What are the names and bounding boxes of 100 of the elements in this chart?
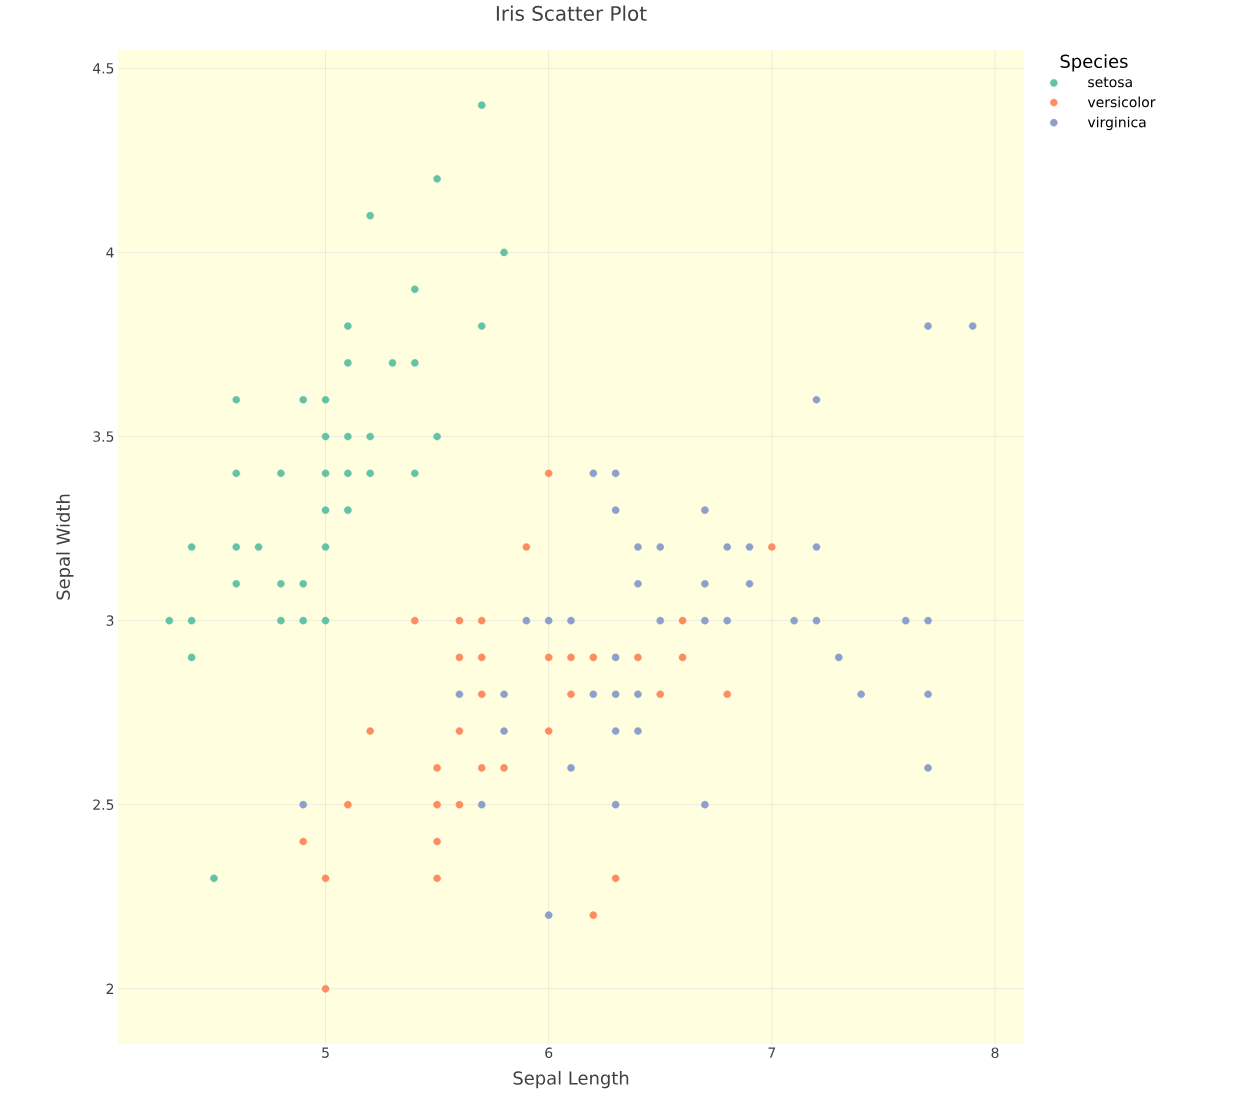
point xyxy=(723,543,732,551)
point xyxy=(388,359,397,367)
point xyxy=(500,248,508,257)
point xyxy=(411,359,419,367)
point xyxy=(433,874,441,883)
y-axis-title: Sepal Width xyxy=(56,494,74,600)
point xyxy=(344,322,352,330)
point xyxy=(411,616,419,625)
point xyxy=(455,690,464,699)
point xyxy=(701,800,709,809)
point xyxy=(232,580,241,588)
point xyxy=(634,543,642,551)
point xyxy=(611,690,620,699)
point xyxy=(611,653,620,662)
point xyxy=(567,616,575,625)
point xyxy=(790,616,798,625)
x-tick-label: 5 xyxy=(322,1047,329,1058)
point xyxy=(611,506,620,514)
point xyxy=(567,764,575,772)
point xyxy=(232,469,241,478)
point xyxy=(299,395,308,404)
point xyxy=(634,690,642,699)
point xyxy=(277,616,285,625)
point xyxy=(835,653,843,662)
point xyxy=(656,690,665,699)
point xyxy=(701,506,709,514)
y-tick-label: 2.5 xyxy=(93,799,114,810)
point xyxy=(187,543,196,551)
point xyxy=(299,616,308,625)
point xyxy=(455,616,464,625)
point xyxy=(924,616,932,625)
point xyxy=(321,543,330,551)
legend-label: versicolor xyxy=(1087,96,1156,108)
point xyxy=(634,653,642,662)
point xyxy=(321,506,330,514)
point xyxy=(812,543,821,551)
point xyxy=(544,616,553,625)
point xyxy=(344,506,352,514)
point xyxy=(656,616,665,625)
point xyxy=(321,469,330,478)
point xyxy=(812,616,821,625)
point xyxy=(344,432,352,441)
point xyxy=(187,616,196,625)
point xyxy=(611,469,620,478)
point xyxy=(678,616,687,625)
point xyxy=(544,469,553,478)
point xyxy=(433,800,441,809)
point xyxy=(812,395,821,404)
legend-label: setosa xyxy=(1088,77,1132,88)
point xyxy=(321,395,330,404)
point xyxy=(455,800,464,809)
point xyxy=(589,653,598,662)
point xyxy=(768,543,776,551)
point xyxy=(232,543,241,551)
point xyxy=(857,690,865,699)
point xyxy=(411,285,419,294)
point xyxy=(500,764,508,772)
point xyxy=(589,690,598,699)
point xyxy=(656,543,665,551)
point xyxy=(901,616,910,625)
point xyxy=(187,653,196,662)
point xyxy=(477,764,486,772)
point xyxy=(344,800,352,809)
point xyxy=(366,727,374,735)
point xyxy=(210,874,218,883)
y-tick-label: 3.5 xyxy=(93,431,114,442)
point xyxy=(924,690,932,699)
point xyxy=(344,469,352,478)
point xyxy=(299,580,308,588)
x-axis-title: Sepal Length xyxy=(513,1070,629,1089)
point xyxy=(477,690,486,699)
point xyxy=(522,543,531,551)
point xyxy=(745,543,754,551)
point xyxy=(411,469,419,478)
point xyxy=(232,395,241,404)
point xyxy=(254,543,263,551)
point xyxy=(299,837,308,846)
y-tick-label: 3 xyxy=(106,615,114,626)
point xyxy=(567,690,575,699)
y-tick-label: 4 xyxy=(106,247,114,258)
point xyxy=(567,653,575,662)
point xyxy=(611,800,620,809)
point xyxy=(544,727,553,735)
point xyxy=(701,616,709,625)
x-tick-label: 8 xyxy=(991,1047,999,1059)
point xyxy=(544,653,553,662)
point xyxy=(522,616,531,625)
point xyxy=(366,469,374,478)
point xyxy=(321,874,330,883)
point xyxy=(477,322,486,330)
point xyxy=(433,432,441,441)
point xyxy=(455,653,464,662)
x-tick-label: 7 xyxy=(768,1047,776,1058)
point xyxy=(477,616,486,625)
point xyxy=(477,653,486,662)
legend-title: Species xyxy=(1060,54,1128,72)
point xyxy=(723,616,732,625)
point xyxy=(968,322,977,330)
point xyxy=(366,432,374,441)
point xyxy=(678,653,687,662)
